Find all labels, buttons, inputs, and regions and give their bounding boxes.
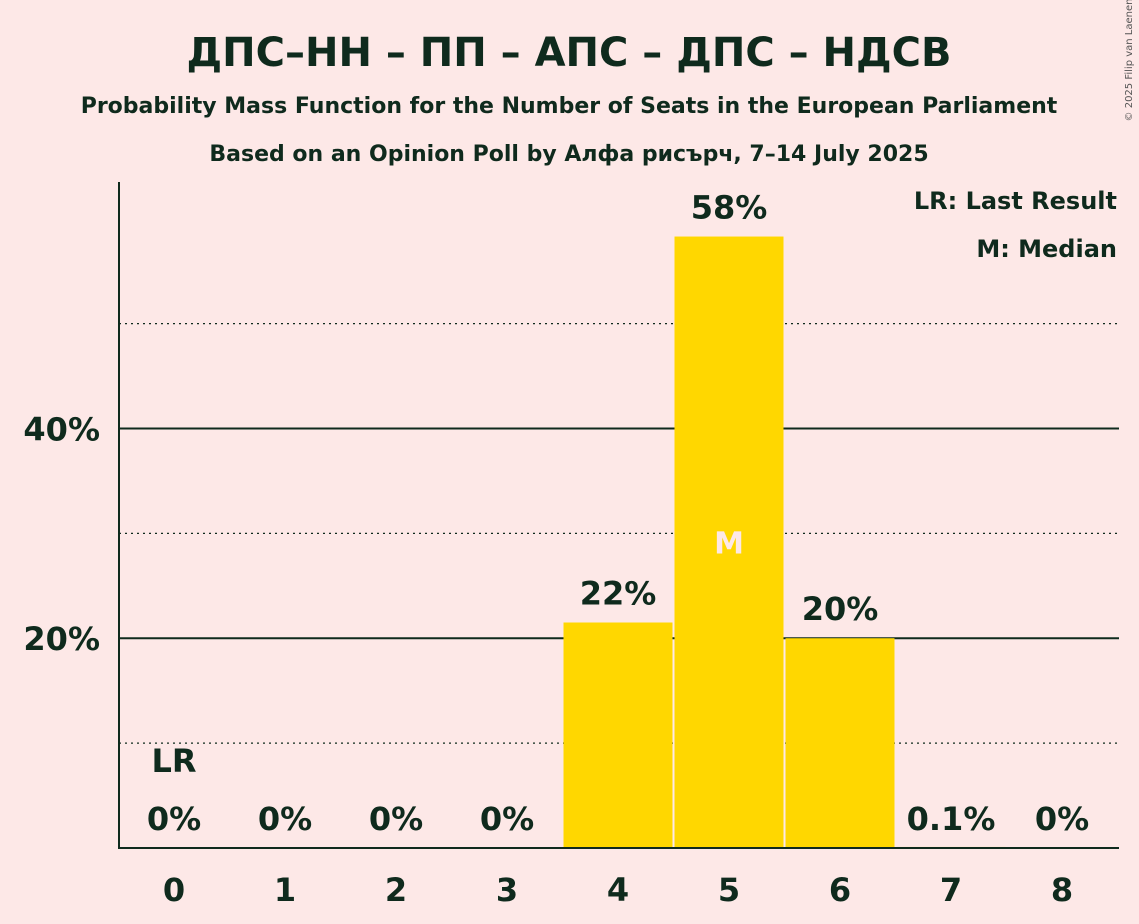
bar — [563, 622, 673, 848]
legend-last-result: LR: Last Result — [914, 187, 1117, 215]
x-tick-label: 1 — [274, 871, 296, 909]
bars: 0% LR 0% 0% 0% 22% 58% M 20% 0.1% 0% — [147, 189, 1089, 849]
x-tick-label: 2 — [385, 871, 407, 909]
data-label: 58% — [691, 189, 768, 227]
x-tick-label: 5 — [718, 871, 740, 909]
data-label: 0% — [147, 800, 201, 838]
x-tick-label: 7 — [940, 871, 962, 909]
bar — [674, 236, 784, 849]
bar — [785, 638, 895, 848]
x-tick-label: 3 — [496, 871, 518, 909]
copyright-notice: © 2025 Filip van Laenen — [1124, 0, 1135, 121]
data-label: 0.1% — [907, 800, 996, 838]
y-tick-label: 40% — [23, 410, 100, 448]
axes: 20% 40% 0 1 2 3 4 5 6 7 8 — [23, 182, 1119, 909]
chart-source: Based on an Opinion Poll by Алфа рисърч,… — [209, 142, 928, 167]
data-label: 20% — [802, 590, 879, 628]
chart-subtitle: Probability Mass Function for the Number… — [81, 94, 1058, 119]
last-result-marker: LR — [151, 742, 196, 780]
x-tick-label: 8 — [1051, 871, 1073, 909]
data-label: 0% — [480, 800, 534, 838]
data-label: 0% — [369, 800, 423, 838]
data-label: 0% — [1035, 800, 1089, 838]
median-marker: M — [714, 526, 744, 561]
y-tick-label: 20% — [23, 620, 100, 658]
data-label: 22% — [580, 575, 657, 613]
x-tick-label: 6 — [829, 871, 851, 909]
chart-title: ДПС–НН – ПП – АПС – ДПС – НДСВ — [187, 30, 952, 76]
data-label: 0% — [258, 800, 312, 838]
x-tick-label: 0 — [163, 871, 185, 909]
x-tick-label: 4 — [607, 871, 629, 909]
legend-median: M: Median — [976, 235, 1117, 263]
